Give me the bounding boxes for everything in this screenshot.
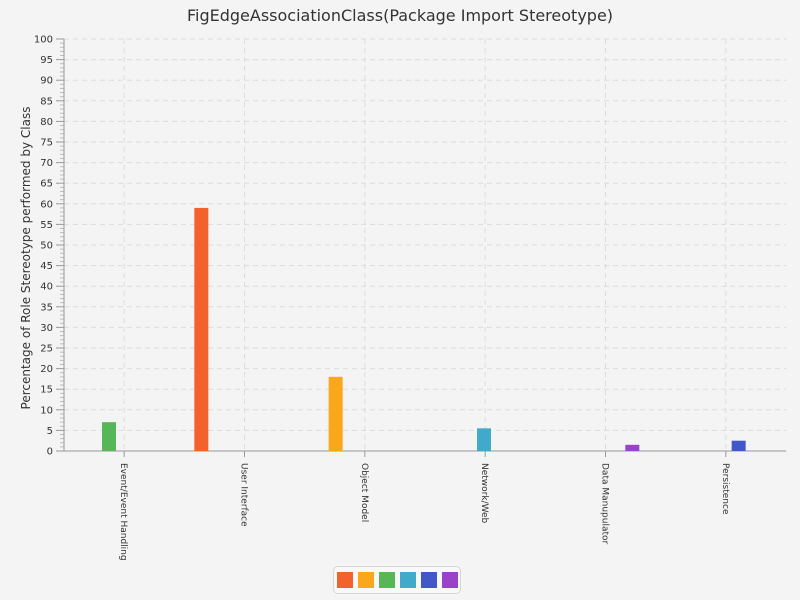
x-tick-label: User Interface	[239, 463, 249, 527]
y-tick-label: 100	[34, 35, 53, 46]
grid-lines	[64, 38, 786, 451]
bar	[102, 422, 116, 451]
y-tick-label: 0	[47, 447, 53, 458]
bars	[102, 207, 746, 451]
chart-title: FigEdgeAssociationClass(Package Import S…	[186, 6, 614, 25]
x-tick-label: Data Manupulator	[600, 463, 610, 545]
x-tick-label: Event/Event Handling	[118, 463, 128, 561]
y-tick-label: 90	[40, 76, 53, 87]
legend-swatch	[357, 572, 374, 588]
x-tick-label: Persistence	[720, 463, 730, 515]
y-tick-label: 5	[47, 426, 53, 437]
y-tick-label: 50	[40, 241, 53, 252]
y-tick-label: 55	[40, 220, 53, 231]
legend-swatch	[399, 572, 416, 588]
y-tick-label: 65	[40, 179, 53, 190]
legend-swatch	[378, 572, 395, 588]
bar	[731, 440, 746, 451]
y-tick-label: 25	[40, 344, 53, 355]
legend-swatch	[336, 572, 353, 588]
bar	[477, 428, 491, 451]
y-tick-label: 40	[40, 282, 53, 293]
y-tick-label: 60	[40, 199, 53, 210]
y-tick-label: 85	[40, 96, 53, 107]
y-tick-label: 45	[40, 261, 53, 272]
bar	[194, 207, 209, 451]
bar	[328, 376, 343, 451]
x-tick-label: Object Model	[359, 463, 369, 522]
y-tick-label: 95	[40, 55, 53, 66]
y-tick-label: 15	[40, 385, 53, 396]
x-tick-label: Network/Web	[479, 463, 489, 524]
y-tick-label: 10	[40, 405, 53, 416]
y-tick-label: 20	[40, 364, 53, 375]
legend-swatch	[441, 572, 458, 588]
bar	[625, 444, 640, 451]
y-tick-label: 30	[40, 323, 53, 334]
legend-swatch	[420, 572, 437, 588]
y-tick-label: 70	[40, 158, 53, 169]
y-tick-label: 35	[40, 302, 53, 313]
axes	[56, 38, 786, 457]
legend	[333, 566, 461, 594]
y-tick-label: 75	[40, 138, 53, 149]
tick-labels: 0 5 10 15 20 25 30 35 40 45 50 55 60 65 70 75 80 85 90 95 10…	[34, 35, 730, 561]
y-tick-label: 80	[40, 117, 53, 128]
